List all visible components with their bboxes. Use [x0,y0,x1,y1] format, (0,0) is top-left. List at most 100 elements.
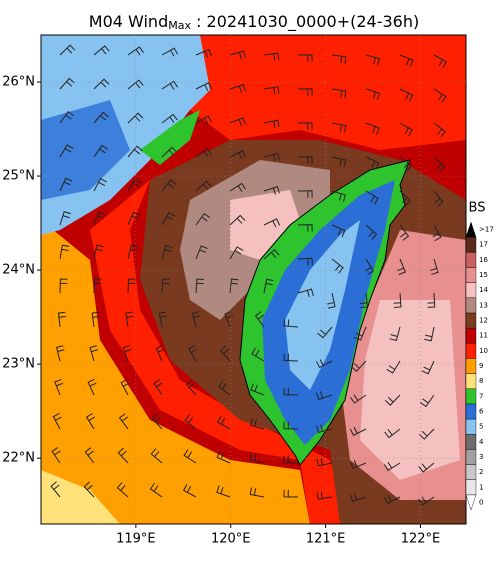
wind-barb [117,447,129,464]
wind-barb [218,380,231,396]
wind-barb [433,54,447,69]
colorbar-swatch [465,464,477,480]
wind-barb [283,421,299,430]
mainland-field-blue [41,100,130,200]
wind-barb [127,211,141,226]
wind-barb [297,190,313,198]
x-tick-label: 121°E [306,532,346,547]
wind-barb [254,311,265,328]
y-tick-label: 25°N [2,169,35,184]
wind-barb [118,413,129,430]
colorbar-tick-label: 11 [479,332,488,340]
wind-barb [418,496,435,506]
wind-barb [93,111,109,124]
wind-barb [59,211,72,226]
wind-barb [83,481,95,498]
wind-barb [57,311,66,328]
colorbar-swatch [465,297,477,314]
wind-barb [59,77,75,90]
wind-barb [127,145,143,158]
wind-barb [229,246,244,260]
colorbar-tick-label: 2 [479,468,483,476]
wind-barb [399,54,414,67]
wind-barb [229,50,246,60]
wind-barb [50,481,61,498]
wind-barb [59,244,70,260]
wind-barb [153,379,163,396]
colorbar-tick-label: 17 [479,241,488,249]
wind-barb [283,353,299,362]
colorbar-tick-label: 9 [479,362,483,370]
colorbar-tick-label: 6 [479,407,484,415]
wind-barb [365,190,379,205]
wind-barb [122,344,132,362]
wind-barb [250,383,265,396]
wind-barb [120,378,130,396]
wind-barb [316,491,333,500]
wind-barb [283,489,299,498]
colorbar-tick-label: 10 [479,347,488,355]
wind-barb [283,318,299,328]
wind-barb [360,292,369,309]
y-tick-label: 23°N [2,357,35,372]
colorbar-swatch [465,312,477,329]
wind-barb [349,460,367,469]
wind-barb [297,88,313,96]
wind-barb [89,345,99,362]
wind-barb [59,144,74,158]
field-light-pink [360,300,460,480]
wind-barb [127,79,144,90]
wind-barb [316,391,333,401]
wind-barb [161,179,177,192]
colorbar-tick-label: 15 [479,271,488,279]
wind-barb [297,156,313,164]
wind-barb [365,122,380,135]
wind-barb [195,148,212,158]
wind-barb [383,461,401,472]
colorbar-tick-label: 0 [479,498,483,506]
map-field [41,35,466,524]
x-tick-label: 120°E [211,532,251,547]
wind-barb [386,360,401,374]
wind-barb [432,224,442,242]
wind-barb [354,326,367,341]
wind-barb [297,288,314,298]
wind-barb [263,52,280,61]
wind-barb [161,146,178,158]
wind-barb [195,245,208,260]
wind-barb [399,156,413,172]
axes: 119°E 120°E 121°E 122°E 22°N 23°N 24°N 25°N 26°N [2,35,466,547]
colorbar-swatch [465,236,477,253]
wind-barb [55,345,65,362]
wind-barb [327,292,336,309]
wind-barb [433,88,447,103]
wind-barb [297,54,313,62]
wind-barb [229,117,247,127]
colorbar-tick-label: 16 [479,256,488,264]
wind-barb [283,455,299,464]
colorbar-swatch [465,282,477,298]
wind-barb [52,412,62,430]
wind-barb [316,424,333,433]
wind-barb [430,258,439,275]
wind-barb [84,447,95,464]
wind-barb [195,212,211,226]
wind-barb [249,453,265,464]
wind-barb [127,278,136,294]
wind-barb [161,244,173,260]
wind-barb [183,449,197,464]
wind-barb [93,78,110,90]
colorbar-swatch [465,358,477,374]
colorbar-swatch [465,267,477,283]
y-tick-label: 26°N [2,75,35,90]
colorbar-swatch [465,403,477,420]
wind-barb [91,311,100,328]
wind-barb [316,457,333,467]
wind-barb [59,278,68,294]
wind-barb [350,394,367,404]
colorbar-swatch [465,343,477,359]
wind-barb [195,278,204,294]
wind-barb [85,412,95,430]
